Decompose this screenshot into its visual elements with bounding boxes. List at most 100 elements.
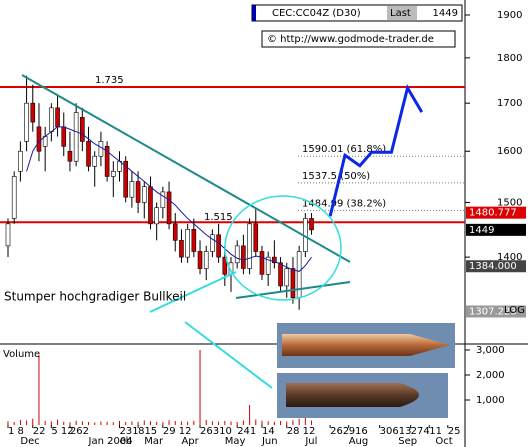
highlight-circle — [224, 195, 342, 301]
candle-body — [278, 262, 283, 287]
candle-body — [234, 245, 240, 264]
fib-label: 1537.5 (50%) — [302, 171, 370, 182]
callout-line — [149, 271, 237, 313]
y-tick-label: 2,000 — [476, 370, 505, 381]
candle-body — [284, 268, 290, 287]
x-tick-label: 241 — [237, 426, 256, 437]
x-tick-label: 231 — [120, 426, 139, 437]
candle-body — [11, 176, 17, 219]
month-label: Jun — [261, 436, 278, 447]
candle-body — [216, 234, 221, 258]
candle-body — [179, 240, 184, 258]
candle-body — [166, 191, 172, 225]
x-tick-label: 29 12 — [163, 426, 192, 437]
moving-average — [26, 126, 312, 272]
candle-body — [272, 256, 277, 264]
level-label: 1.735 — [95, 75, 124, 86]
candle-body — [253, 223, 259, 252]
candle-body — [111, 171, 116, 177]
month-label: May — [225, 436, 246, 447]
candle-body — [148, 186, 153, 225]
candle-body — [123, 160, 128, 198]
x-tick-label: 1 8 — [8, 426, 24, 437]
candle-body — [265, 256, 271, 275]
x-tick-label: 274 — [411, 426, 430, 437]
last-box — [387, 6, 417, 20]
candle-body — [98, 141, 104, 157]
candle-body — [55, 107, 60, 128]
log-label: LOG — [504, 305, 525, 316]
month-label: Mar — [144, 436, 164, 447]
y-tick-label: 1800 — [497, 53, 522, 64]
price-box — [466, 305, 526, 318]
header-marker — [252, 5, 256, 21]
bullet — [282, 334, 450, 356]
x-tick-label: 262 — [70, 426, 89, 437]
candle-body — [203, 251, 209, 269]
x-tick-label: 5 12 — [51, 426, 73, 437]
y-tick-label: 1600 — [497, 146, 522, 157]
x-tick-label: 28 12 — [287, 426, 316, 437]
candle-body — [309, 218, 314, 231]
support-line — [235, 281, 351, 299]
y-tick-label: 1500 — [497, 197, 522, 208]
x-tick-label: 14 — [262, 426, 275, 437]
candle-body — [104, 146, 110, 177]
candle-body — [160, 191, 166, 209]
fib-label: 1590.01 (61.8%) — [302, 144, 386, 155]
month-label: Jul — [304, 436, 317, 447]
copyright: © http://www.godmode-trader.de — [267, 34, 434, 45]
price-label: 1384.000 — [469, 261, 517, 272]
candle-body — [247, 223, 252, 269]
price-label: 1307.223 — [469, 306, 517, 317]
copyright-box — [261, 30, 456, 48]
candle-body — [5, 223, 11, 247]
month-label: Dec — [20, 436, 39, 447]
x-tick-label: 26310 — [200, 426, 232, 437]
price-box — [466, 206, 526, 219]
month-label: Sep — [398, 436, 417, 447]
x-tick-label: 22 — [33, 426, 46, 437]
candle-body — [73, 112, 79, 162]
x-tick-label: 11 — [429, 426, 442, 437]
x-tick-label: 916 — [349, 426, 368, 437]
candle-body — [222, 256, 228, 275]
bullet — [286, 383, 419, 407]
month-label: Apr — [181, 436, 199, 447]
x-tick-label: 815 — [138, 426, 157, 437]
price-box — [466, 223, 526, 236]
projection — [328, 84, 424, 217]
candle-body — [290, 268, 296, 299]
x-tick-label: 262 — [330, 426, 349, 437]
fib-label: 1484.99 (38.2%) — [302, 198, 386, 209]
candle-body — [154, 207, 159, 225]
last-value: 1449 — [433, 8, 458, 19]
last-label: Last — [390, 8, 411, 19]
candle-body — [67, 150, 73, 162]
month-label: Aug — [349, 436, 369, 447]
candle-body — [92, 155, 98, 167]
candle-body — [296, 251, 302, 299]
candle-body — [30, 102, 36, 123]
candle-body — [24, 102, 29, 142]
candle-body — [129, 181, 135, 198]
candle-body — [80, 116, 85, 142]
candle-body — [36, 126, 42, 152]
symbol: CEC:CC04Z (D30) — [272, 8, 361, 19]
x-tick-label: 30613 — [380, 426, 412, 437]
candle-body — [18, 150, 23, 172]
candle-body — [86, 141, 91, 167]
price-label: 1449 — [469, 225, 494, 236]
y-tick-label: 1,000 — [476, 395, 505, 406]
candle-body — [185, 228, 190, 258]
y-tick-label: 1900 — [497, 10, 522, 21]
price-label: 1480.777 — [469, 208, 517, 219]
price-box — [466, 260, 526, 273]
month-label: Oct — [435, 436, 452, 447]
volume-label: Volume — [3, 349, 40, 360]
candle-body — [141, 186, 147, 203]
candle-body — [191, 228, 197, 252]
callout-line — [184, 321, 273, 389]
